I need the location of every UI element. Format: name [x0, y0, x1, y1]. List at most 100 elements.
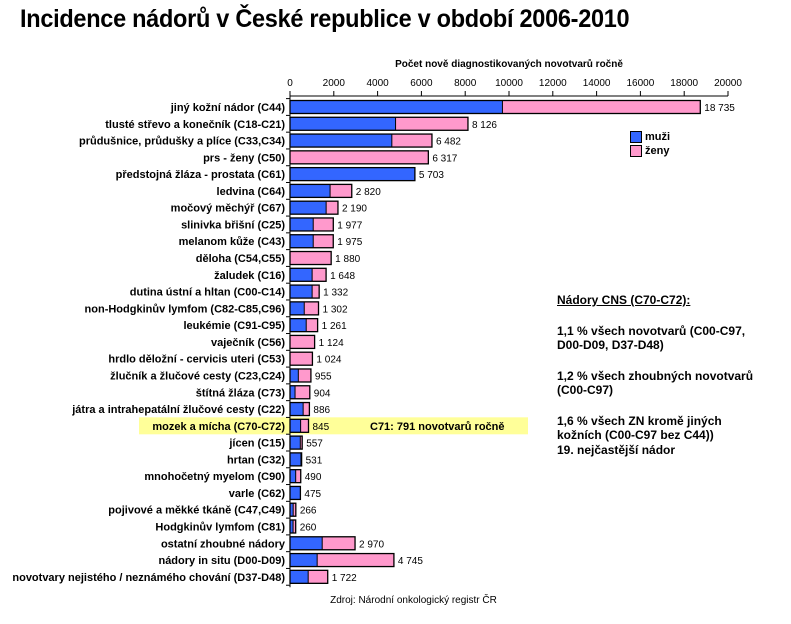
- category-label: Hodgkinův lymfom (C81): [155, 522, 285, 534]
- bar-muzi: [290, 520, 294, 533]
- value-label: 5 703: [419, 170, 444, 181]
- value-label: 266: [300, 506, 317, 517]
- bar-zeny: [304, 301, 319, 315]
- cns-note-line: D00-D09, D37-D48): [557, 338, 664, 352]
- value-label: 1 124: [319, 338, 344, 349]
- bar-outline: [289, 150, 429, 165]
- category-label: jícen (C15): [228, 438, 285, 450]
- bar-muzi: [290, 536, 323, 550]
- bar-muzi: [290, 201, 327, 215]
- category-label: non-Hodgkinův lymfom (C82-C85,C96): [85, 303, 286, 315]
- category-label: hrtan (C32): [227, 454, 285, 466]
- value-label: 1 975: [337, 237, 362, 248]
- value-label: 1 302: [323, 304, 348, 315]
- bar-muzi: [290, 436, 301, 450]
- category-label: dutina ústní a hltan (C00-C14): [130, 287, 286, 299]
- bar-zeny: [293, 520, 296, 533]
- bar-zeny: [290, 150, 429, 164]
- bar-zeny: [290, 335, 315, 349]
- bar-outline: [289, 334, 316, 350]
- value-label: 531: [306, 455, 323, 466]
- cns-note-line: 1,1 % všech novotvarů (C00-C97,: [557, 323, 746, 338]
- category-label: průdušnice, průdušky a plíce (C33,C34): [79, 136, 285, 148]
- legend-label-muzi: muži: [645, 131, 671, 143]
- bar-muzi: [290, 452, 301, 466]
- category-label: melanom kůže (C43): [179, 236, 286, 248]
- bar-zeny: [312, 268, 327, 282]
- bar-zeny: [295, 469, 301, 483]
- value-label: 8 126: [472, 120, 497, 131]
- bar-muzi: [290, 117, 396, 131]
- bar-outline: [289, 284, 320, 299]
- x-tick-label: 12000: [539, 78, 567, 89]
- value-label: 557: [306, 439, 323, 450]
- bar-outline: [289, 99, 701, 115]
- cns-note-line: 1,6 % všech ZN kromě jiných: [557, 413, 722, 428]
- bar-zeny: [312, 285, 320, 299]
- x-tick-label: 6000: [410, 78, 433, 89]
- x-tick-label: 10000: [495, 78, 523, 89]
- bar-outline: [289, 385, 311, 400]
- bar-zeny: [502, 100, 701, 114]
- legend-swatch-zeny: [630, 145, 642, 157]
- bar-muzi: [290, 268, 313, 282]
- bar-muzi: [290, 402, 304, 416]
- value-label: 1 977: [337, 220, 362, 231]
- bar-outline: [289, 569, 329, 584]
- bar-outline: [289, 485, 302, 501]
- bar-zeny: [395, 117, 468, 131]
- category-label: tlusté střevo a konečník (C18-C21): [105, 119, 285, 131]
- bar-zeny: [313, 217, 334, 231]
- value-label: 1 880: [335, 254, 360, 265]
- value-label: 904: [314, 388, 331, 399]
- category-label: močový měchýř (C67): [171, 203, 286, 215]
- category-labels: jiný kožní nádor (C44) tlusté střevo a ko…: [12, 102, 286, 584]
- x-tick-label: 4000: [366, 78, 389, 89]
- value-label: 955: [315, 371, 332, 382]
- bar-zeny: [303, 402, 310, 416]
- bar-outline: [289, 217, 334, 232]
- bar-zeny: [293, 503, 296, 517]
- chart-title: Incidence nádorů v České republice v obd…: [20, 5, 630, 33]
- category-label: vaječník (C56): [211, 337, 285, 349]
- bar-outline: [289, 401, 311, 417]
- x-tick-label: 16000: [626, 78, 654, 89]
- category-label: ledvina (C64): [217, 186, 286, 198]
- bar-outline: [289, 418, 310, 433]
- bar-zeny: [308, 570, 328, 584]
- category-label: mnohočetný myelom (C90): [144, 471, 285, 483]
- bar-outline: [289, 133, 433, 148]
- value-label: 6 482: [436, 137, 461, 148]
- cns-note-paragraph-3: 1,6 % všech ZN kromě jiných kožních (C00…: [557, 414, 791, 458]
- value-label: 4 745: [398, 556, 423, 567]
- x-tick-label: 18000: [670, 78, 698, 89]
- value-label: 6 317: [432, 153, 457, 164]
- value-label: 2 190: [342, 204, 367, 215]
- bar-zeny: [295, 385, 310, 399]
- bar-muzi: [290, 285, 313, 299]
- highlight-annotation: C71: 791 novotvarů ročně: [370, 421, 505, 433]
- legend: muži ženy: [630, 130, 670, 158]
- bar-muzi: [290, 318, 307, 332]
- bar-muzi: [290, 553, 318, 567]
- category-label: jiný kožní nádor (C44): [170, 102, 286, 114]
- value-label: 1 722: [332, 573, 357, 584]
- bar-muzi: [290, 469, 296, 483]
- bar-zeny: [300, 419, 309, 433]
- bar-muzi: [290, 184, 331, 198]
- bar-outline: [289, 234, 334, 249]
- cns-note-line: (C00-C97): [557, 383, 614, 397]
- bar-outline: [289, 183, 353, 199]
- cns-note-heading: Nádory CNS (C70-C72):: [557, 293, 691, 307]
- x-tick-label: 0: [287, 78, 293, 89]
- bar-outline: [289, 351, 314, 366]
- legend-label-zeny: ženy: [645, 145, 670, 157]
- bar-zeny: [300, 436, 303, 450]
- bar-outline: [289, 435, 303, 450]
- bar-zeny: [290, 352, 313, 366]
- category-label: mozek a mícha (C70-C72): [152, 421, 285, 433]
- bar-muzi: [290, 368, 299, 382]
- bar-muzi: [290, 167, 415, 181]
- bar-outline: [289, 200, 339, 215]
- source-note: Zdroj: Národní onkologický registr ČR: [330, 595, 497, 606]
